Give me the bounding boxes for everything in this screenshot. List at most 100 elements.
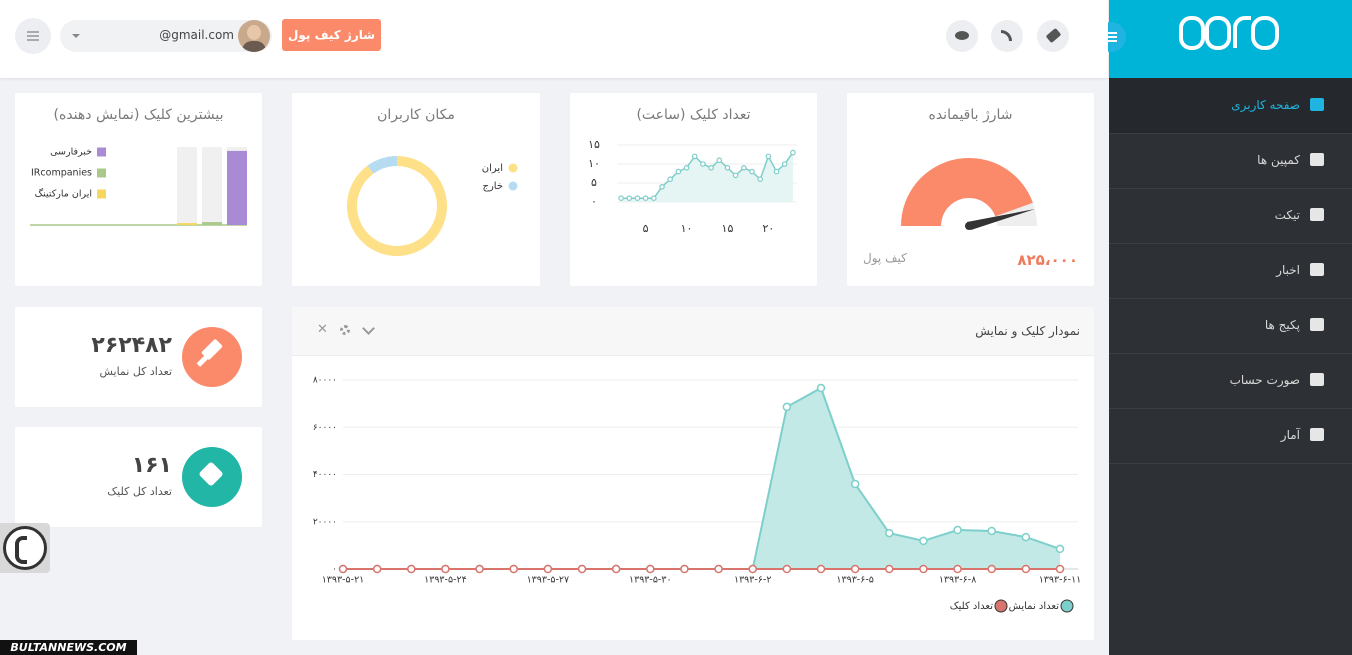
charge-wallet-button[interactable]: شارژ کیف پول: [282, 19, 381, 51]
bar-card: بیشترین کلیک (نمایش دهنده) خبرفارسی IRcom…: [15, 93, 262, 286]
x-tick-label: ۱۳۹۳-۵-۲۴: [424, 575, 467, 586]
x-tick-label: ۱۳۹۳-۶-۵: [836, 575, 873, 586]
hourly-chart: ۰ ۵ ۱۰ ۱۵ ۵ ۱۰ ۱۵ ۲۰: [588, 138, 797, 235]
point: [987, 526, 996, 536]
point: [338, 564, 348, 574]
point: [543, 564, 553, 574]
ticket-button[interactable]: [1037, 20, 1069, 52]
point: [1021, 532, 1031, 542]
y-tick-label: ۸۰۰۰۰: [313, 376, 337, 386]
point: [611, 564, 621, 574]
point: [577, 564, 587, 574]
point: [618, 195, 624, 202]
point: [626, 195, 633, 202]
phone-widget[interactable]: [0, 523, 50, 573]
menu-item[interactable]: اخبار: [1109, 243, 1352, 299]
view-button[interactable]: [946, 20, 978, 52]
card-title: مکان کاربران: [377, 107, 455, 123]
menu-label: آمار: [1280, 428, 1300, 442]
stat-value: ۱۶۱: [131, 453, 172, 478]
menu-item[interactable]: تیکت: [1109, 188, 1352, 244]
point: [885, 564, 894, 574]
x-tick-label: ۱۳۹۳-۵-۳۰: [629, 575, 672, 586]
x-tick-label: ۱۳۹۳-۶-۱۱: [1039, 575, 1082, 586]
point: [850, 564, 860, 574]
point: [757, 176, 763, 183]
legend-marker: [97, 168, 106, 178]
menu-item[interactable]: صورت حساب: [1109, 353, 1352, 409]
settings-button[interactable]: [340, 325, 350, 335]
point: [675, 168, 682, 175]
legend-label: تعداد نمایش: [1009, 601, 1060, 612]
point: [748, 564, 757, 574]
user-dropdown[interactable]: @gmail.com: [60, 20, 272, 52]
stat-card: ۱۶۱ تعداد کل کلیک: [15, 427, 262, 527]
menu-label: اخبار: [1276, 263, 1300, 277]
menu-label: پکیج ها: [1264, 318, 1300, 332]
email: @gmail.com: [159, 28, 234, 42]
point: [953, 525, 962, 535]
point: [700, 161, 706, 167]
gauge-needle: [967, 209, 1035, 230]
point: [987, 564, 996, 574]
bar: [177, 223, 197, 225]
point: [782, 564, 792, 574]
legend-marker: [994, 599, 1008, 613]
menu-item[interactable]: کمپین ها: [1109, 133, 1352, 189]
x-tick-label: ۱۳۹۳-۶-۸: [939, 575, 976, 586]
y-tick-label: ۱۰: [588, 157, 600, 170]
pie-slice: [367, 156, 397, 174]
point: [953, 564, 962, 574]
card-title: بیشترین کلیک (نمایش دهنده): [53, 107, 224, 123]
menu-label: تیکت: [1274, 208, 1300, 222]
y-tick-label: ۲۰۰۰۰: [313, 517, 337, 527]
point: [782, 402, 792, 412]
y-tick-label: ۵: [591, 176, 597, 189]
panel-title: نمودار کلیک و نمایش: [975, 324, 1080, 338]
menu-icon: [1310, 153, 1324, 166]
legend-label: خبرفارسی: [50, 147, 92, 158]
y-tick-label: ۴۰۰۰۰: [313, 470, 337, 480]
point: [680, 564, 689, 574]
point: [1021, 564, 1031, 574]
menu-label: صورت حساب: [1229, 373, 1300, 387]
menu-button[interactable]: [15, 18, 51, 54]
y-tick-label: ۰: [591, 195, 597, 208]
avatar: [238, 20, 270, 52]
legend-label: ایران: [482, 163, 503, 174]
point: [634, 195, 641, 202]
point: [919, 536, 928, 546]
menu-icon: [1310, 428, 1324, 441]
point: [885, 528, 894, 538]
menu-item[interactable]: آمار: [1109, 408, 1352, 464]
sidebar: صفحه کاربری کمپین ها تیکت اخبار پکیج ها صورت …: [1109, 0, 1352, 655]
line: [621, 152, 794, 199]
area: [621, 152, 793, 202]
close-button[interactable]: ✕: [317, 322, 328, 337]
x-tick-label: ۱۳۹۳-۵-۲۷: [527, 575, 570, 586]
stat-value: ۲۶۲۴۸۲: [91, 333, 172, 358]
stat-label: تعداد کل کلیک: [107, 485, 172, 498]
stat-icon: [182, 327, 242, 387]
point: [850, 479, 860, 489]
point: [509, 564, 518, 574]
menu-icon: [1310, 318, 1324, 331]
stat-icon: [182, 447, 242, 507]
menu-label: کمپین ها: [1257, 153, 1300, 167]
point: [716, 157, 723, 164]
main-chart-panel: نمودار کلیک و نمایش ✕ ۰ ۲۰۰۰۰ ۴۰۰۰۰ ۶۰۰۰۰ ۸۰…: [292, 307, 1094, 640]
point: [732, 172, 739, 179]
point: [749, 168, 755, 175]
point: [659, 184, 665, 190]
point: [1055, 564, 1065, 574]
rss-button[interactable]: [991, 20, 1023, 52]
logo-area: [1109, 0, 1352, 78]
gauge: [901, 157, 1037, 230]
menu-label: صفحه کاربری: [1231, 98, 1300, 112]
point: [691, 153, 698, 160]
legend-marker: [97, 189, 106, 199]
menu-item[interactable]: صفحه کاربری: [1109, 78, 1352, 134]
point: [646, 564, 655, 574]
menu-item[interactable]: پکیج ها: [1109, 298, 1352, 354]
